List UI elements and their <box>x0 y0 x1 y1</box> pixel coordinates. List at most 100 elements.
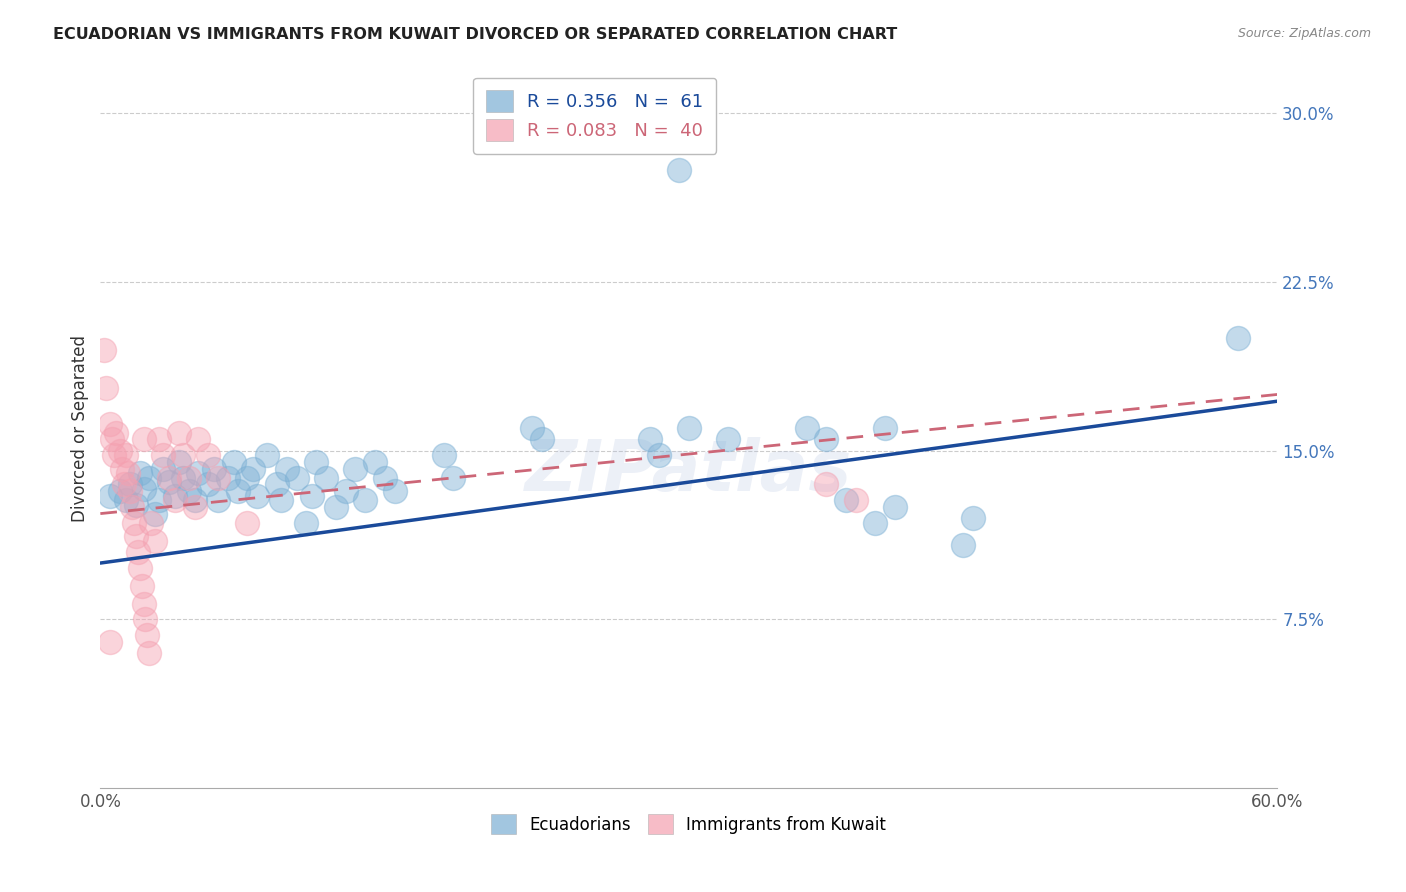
Point <box>270 493 292 508</box>
Point <box>163 489 186 503</box>
Point <box>236 470 259 484</box>
Point <box>197 448 219 462</box>
Point <box>530 433 553 447</box>
Point <box>242 461 264 475</box>
Point <box>127 545 149 559</box>
Point <box>143 507 166 521</box>
Point <box>187 466 209 480</box>
Point <box>883 500 905 514</box>
Point <box>815 477 838 491</box>
Point <box>157 470 180 484</box>
Point <box>132 597 155 611</box>
Point <box>98 489 121 503</box>
Point <box>103 448 125 462</box>
Point <box>148 493 170 508</box>
Point <box>197 477 219 491</box>
Point <box>295 516 318 530</box>
Point <box>112 477 135 491</box>
Point <box>202 461 225 475</box>
Point <box>98 417 121 431</box>
Text: Source: ZipAtlas.com: Source: ZipAtlas.com <box>1237 27 1371 40</box>
Text: ECUADORIAN VS IMMIGRANTS FROM KUWAIT DIVORCED OR SEPARATED CORRELATION CHART: ECUADORIAN VS IMMIGRANTS FROM KUWAIT DIV… <box>53 27 897 42</box>
Point <box>1227 331 1250 345</box>
Point <box>167 455 190 469</box>
Point <box>115 493 138 508</box>
Point <box>952 538 974 552</box>
Point <box>335 484 357 499</box>
Point <box>101 433 124 447</box>
Point <box>835 493 858 508</box>
Point <box>441 470 464 484</box>
Point <box>148 433 170 447</box>
Text: ZIPatlas: ZIPatlas <box>524 437 852 506</box>
Point <box>236 516 259 530</box>
Point <box>678 421 700 435</box>
Point <box>325 500 347 514</box>
Point <box>717 433 740 447</box>
Point <box>136 628 159 642</box>
Point <box>152 461 174 475</box>
Point <box>301 489 323 503</box>
Point <box>98 634 121 648</box>
Point <box>222 455 245 469</box>
Point <box>668 162 690 177</box>
Point <box>648 448 671 462</box>
Point <box>118 484 141 499</box>
Point <box>111 461 134 475</box>
Point <box>128 560 150 574</box>
Point <box>863 516 886 530</box>
Point <box>638 433 661 447</box>
Point <box>354 493 377 508</box>
Point <box>276 461 298 475</box>
Point <box>796 421 818 435</box>
Point <box>433 448 456 462</box>
Point <box>183 493 205 508</box>
Point <box>157 475 180 490</box>
Point <box>844 493 866 508</box>
Point <box>364 455 387 469</box>
Point <box>105 425 128 440</box>
Point <box>115 448 138 462</box>
Point <box>172 448 194 462</box>
Point <box>108 484 131 499</box>
Point <box>152 448 174 462</box>
Point <box>138 470 160 484</box>
Point <box>266 477 288 491</box>
Point <box>962 511 984 525</box>
Point <box>183 500 205 514</box>
Point <box>167 425 190 440</box>
Point <box>177 470 200 484</box>
Point <box>207 470 229 484</box>
Point <box>141 516 163 530</box>
Point <box>124 529 146 543</box>
Point <box>131 578 153 592</box>
Point <box>384 484 406 499</box>
Point <box>117 466 139 480</box>
Point <box>128 466 150 480</box>
Point <box>873 421 896 435</box>
Point <box>132 433 155 447</box>
Point <box>132 482 155 496</box>
Point <box>187 433 209 447</box>
Point <box>134 612 156 626</box>
Point <box>121 500 143 514</box>
Point <box>217 470 239 484</box>
Point <box>344 461 367 475</box>
Point <box>285 470 308 484</box>
Point <box>315 470 337 484</box>
Point <box>108 443 131 458</box>
Point <box>305 455 328 469</box>
Point <box>172 470 194 484</box>
Point <box>177 484 200 499</box>
Point <box>96 381 118 395</box>
Point <box>124 498 146 512</box>
Point <box>246 489 269 503</box>
Point <box>815 433 838 447</box>
Point <box>163 493 186 508</box>
Legend: Ecuadorians, Immigrants from Kuwait: Ecuadorians, Immigrants from Kuwait <box>481 804 896 844</box>
Point <box>374 470 396 484</box>
Point <box>256 448 278 462</box>
Point <box>122 516 145 530</box>
Point <box>118 477 141 491</box>
Point <box>143 533 166 548</box>
